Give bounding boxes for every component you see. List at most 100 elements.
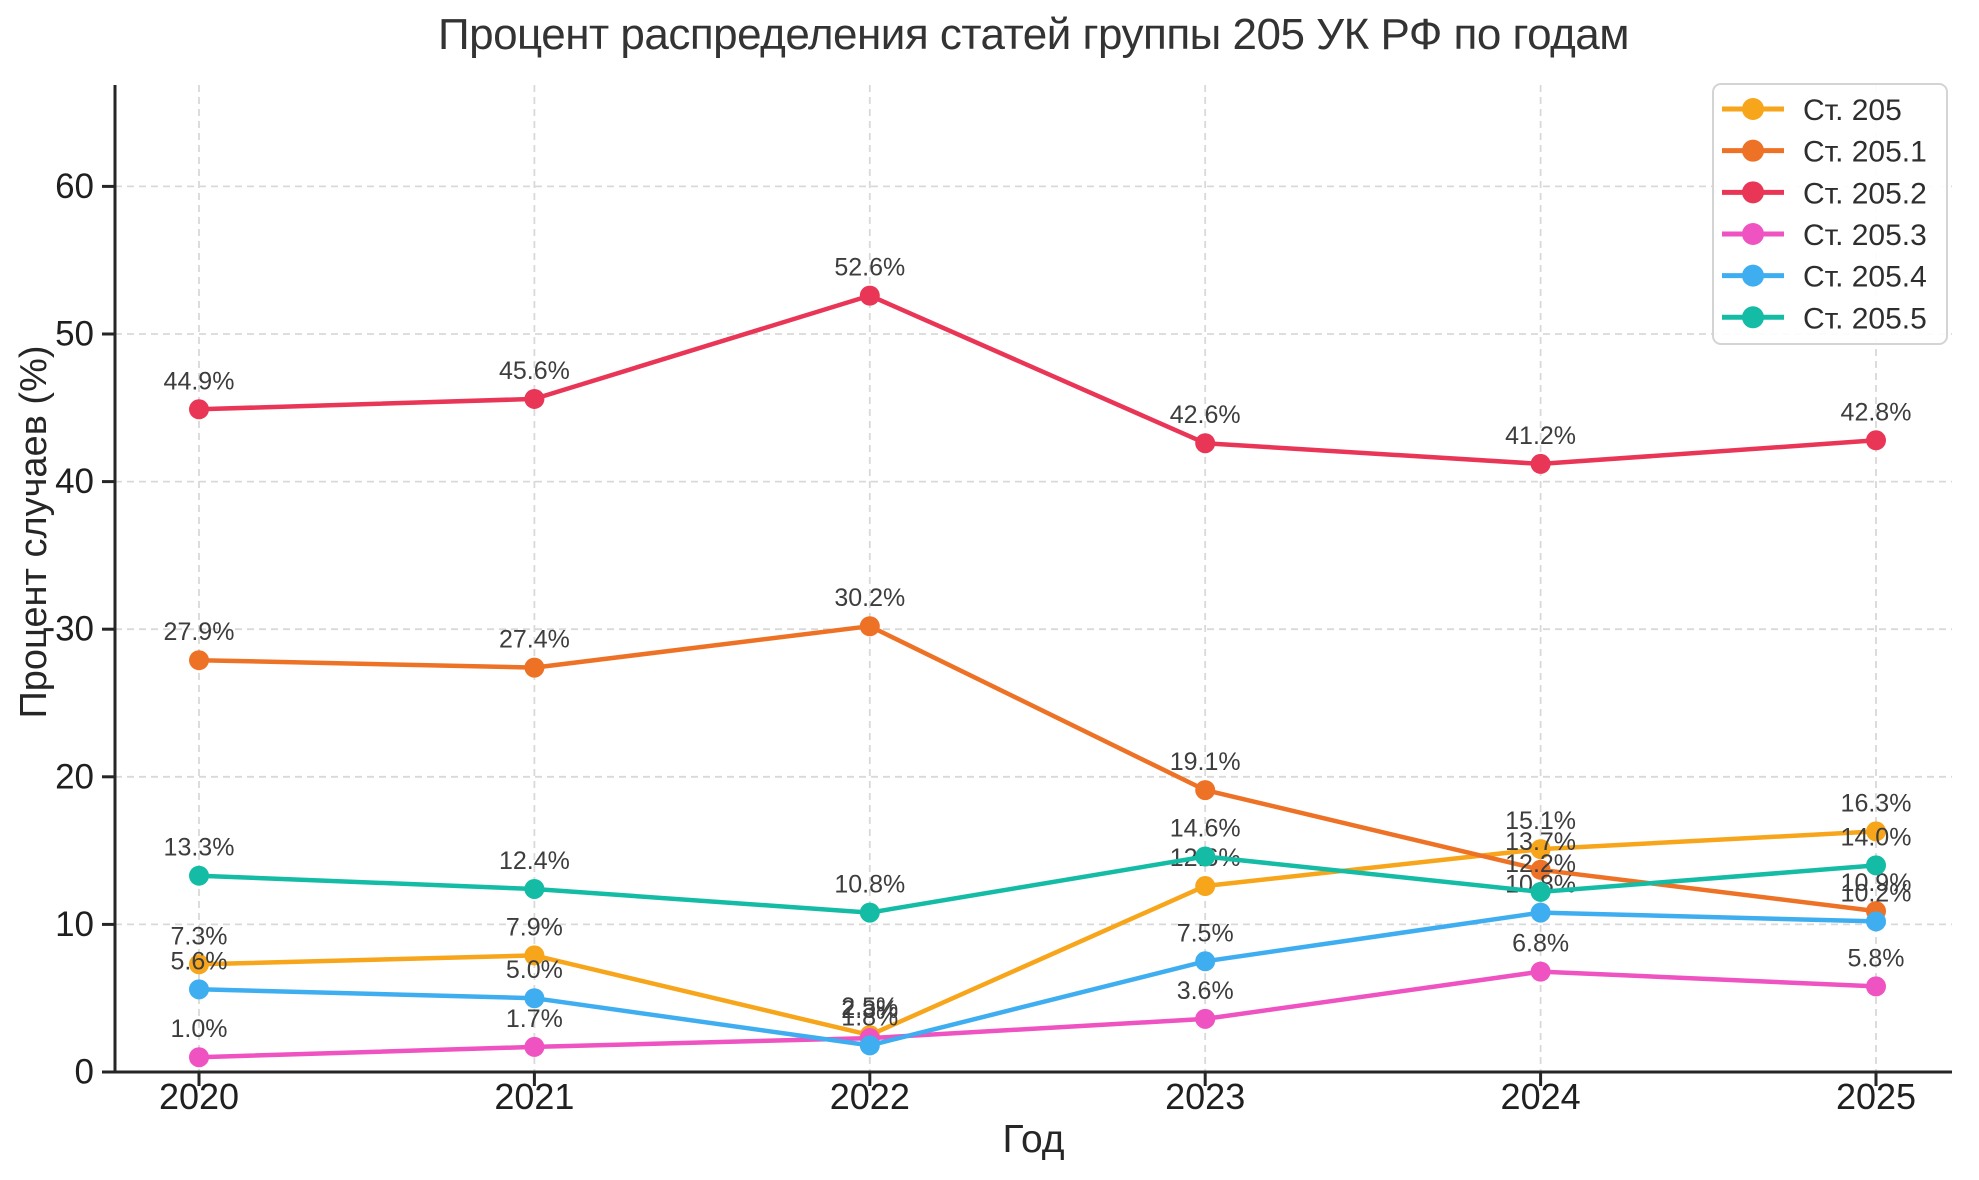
data-label: 14.6% [1170,815,1241,843]
data-point [1195,780,1216,801]
legend-marker-dot [1742,98,1764,120]
legend-label: Ст. 205.4 [1803,261,1927,294]
chart-title: Процент распределения статей группы 205 … [437,10,1630,59]
series-ст-205-5: 13.3% 12.4% 10.8% 14.6% 12.2% 14.0% [164,815,1912,923]
series-line [198,854,1877,915]
data-label: 13.7% [1505,828,1576,856]
series-ст-205-4: 5.6% 5.0% 1.8% 7.5% 10.8% 10.2% [171,871,1912,1056]
legend: Ст. 205 Ст. 205.1 Ст. 205.2 Ст. 205.3 Ст. 20… [1712,83,1948,345]
data-label: 27.9% [164,618,235,646]
data-label: 6.8% [1512,930,1569,958]
data-point [1195,1008,1216,1029]
data-label: 7.5% [1177,919,1234,947]
legend-label: Ст. 205.1 [1803,136,1927,169]
data-point [189,865,209,886]
data-point [189,1047,209,1068]
data-point [524,1036,545,1057]
data-point [1866,911,1886,932]
data-point [1530,839,1551,860]
y-tick-label: 10 [55,905,94,944]
legend-item: Ст. 205.1 [1722,136,1927,169]
data-label: 5.8% [1848,944,1905,972]
data-label: 42.6% [1170,401,1241,429]
data-point [859,1035,880,1056]
series-line [198,969,1877,1060]
series-line [198,910,1877,1048]
data-label: 15.1% [1505,807,1576,835]
data-point [1866,821,1886,842]
legend-marker-dot [1742,222,1764,245]
data-label: 7.9% [506,913,563,941]
legend-item: Ст. 205.4 [1722,261,1927,294]
series-ст-205: 7.3%7.9%2.5%12.6%15.1%16.3% [171,789,1911,1046]
series-ст-205-1: 27.9% 27.4%30.2%19.1%13.7%10.9% [164,584,1911,922]
legend-marker-dot [1742,306,1764,329]
series-line [198,293,1877,467]
y-tick-label: 30 [55,610,94,649]
legend-item: Ст. 205.2 [1722,177,1927,210]
data-label: 2.5% [841,993,898,1021]
data-label: 44.9% [164,367,235,395]
x-tick-label: 2025 [1836,1076,1916,1117]
legend-label: Ст. 205.2 [1803,177,1927,210]
data-label: 14.0% [1841,823,1912,851]
series-ст-205-2: 44.9% 45.6% 52.6% 42.6% 41.2% 42.8% [164,254,1912,474]
data-label: 19.1% [1170,748,1241,776]
data-point [1530,902,1551,923]
legend-item: Ст. 205.5 [1722,302,1927,335]
y-tick-label: 50 [55,315,94,354]
y-tick-label: 0 [75,1053,94,1092]
data-point [189,979,209,1000]
data-label: 1.8% [841,1003,898,1031]
x-tick-label: 2021 [494,1076,574,1117]
data-label: 3.6% [1177,977,1234,1005]
legend-marker-dot [1742,139,1764,162]
data-point [524,657,545,678]
legend-marker-dot [1742,264,1764,287]
data-point [189,954,209,975]
data-label: 52.6% [834,254,905,282]
x-tick-label: 2020 [159,1076,239,1117]
data-label: 13.3% [164,834,235,862]
data-label: 12.4% [499,847,570,875]
x-tick-label: 2024 [1501,1076,1581,1117]
x-tick-label: 2022 [830,1076,910,1117]
legend-label: Ст. 205.3 [1803,219,1927,252]
data-point [1195,846,1216,867]
x-ticks: 2020 2021 2022 2023 2024 2025 [159,1072,1916,1117]
data-label: 1.7% [506,1005,563,1033]
data-label: 10.8% [834,871,905,899]
series-line [198,623,1877,914]
data-label: 42.8% [1841,398,1912,426]
data-label: 5.0% [506,956,563,984]
gridlines [115,85,1952,1072]
data-point [1866,855,1886,876]
data-label: 45.6% [499,357,570,385]
axes [113,85,1952,1074]
data-point [1195,433,1216,454]
y-tick-label: 20 [55,757,94,796]
data-point [1530,859,1551,880]
data-label: 7.3% [171,922,228,950]
x-axis-title: Год [1002,1118,1065,1161]
data-point [1866,430,1886,451]
y-ticks: 0 10 20 30 40 50 60 [55,167,115,1092]
data-point [1195,951,1216,972]
data-label: 10.2% [1841,879,1912,907]
series-ст-205-3: 1.0% 1.7% 2.3% 3.6% 6.8% 5.8% [171,930,1905,1068]
data-label: 27.4% [499,626,570,654]
data-point [1530,453,1551,474]
data-label: 2.3% [841,996,898,1024]
data-point [524,945,545,966]
data-point [524,878,545,899]
legend-label: Ст. 205 [1803,94,1902,127]
legend-item: Ст. 205 [1722,94,1902,127]
legend-marker-dot [1742,181,1764,204]
y-axis-title: Процент случаев (%) [13,345,55,719]
data-label: 30.2% [834,584,905,612]
data-point [1195,876,1216,897]
legend-item: Ст. 205.3 [1722,219,1927,252]
series-line [198,829,1877,1038]
data-label: 41.2% [1505,422,1576,450]
